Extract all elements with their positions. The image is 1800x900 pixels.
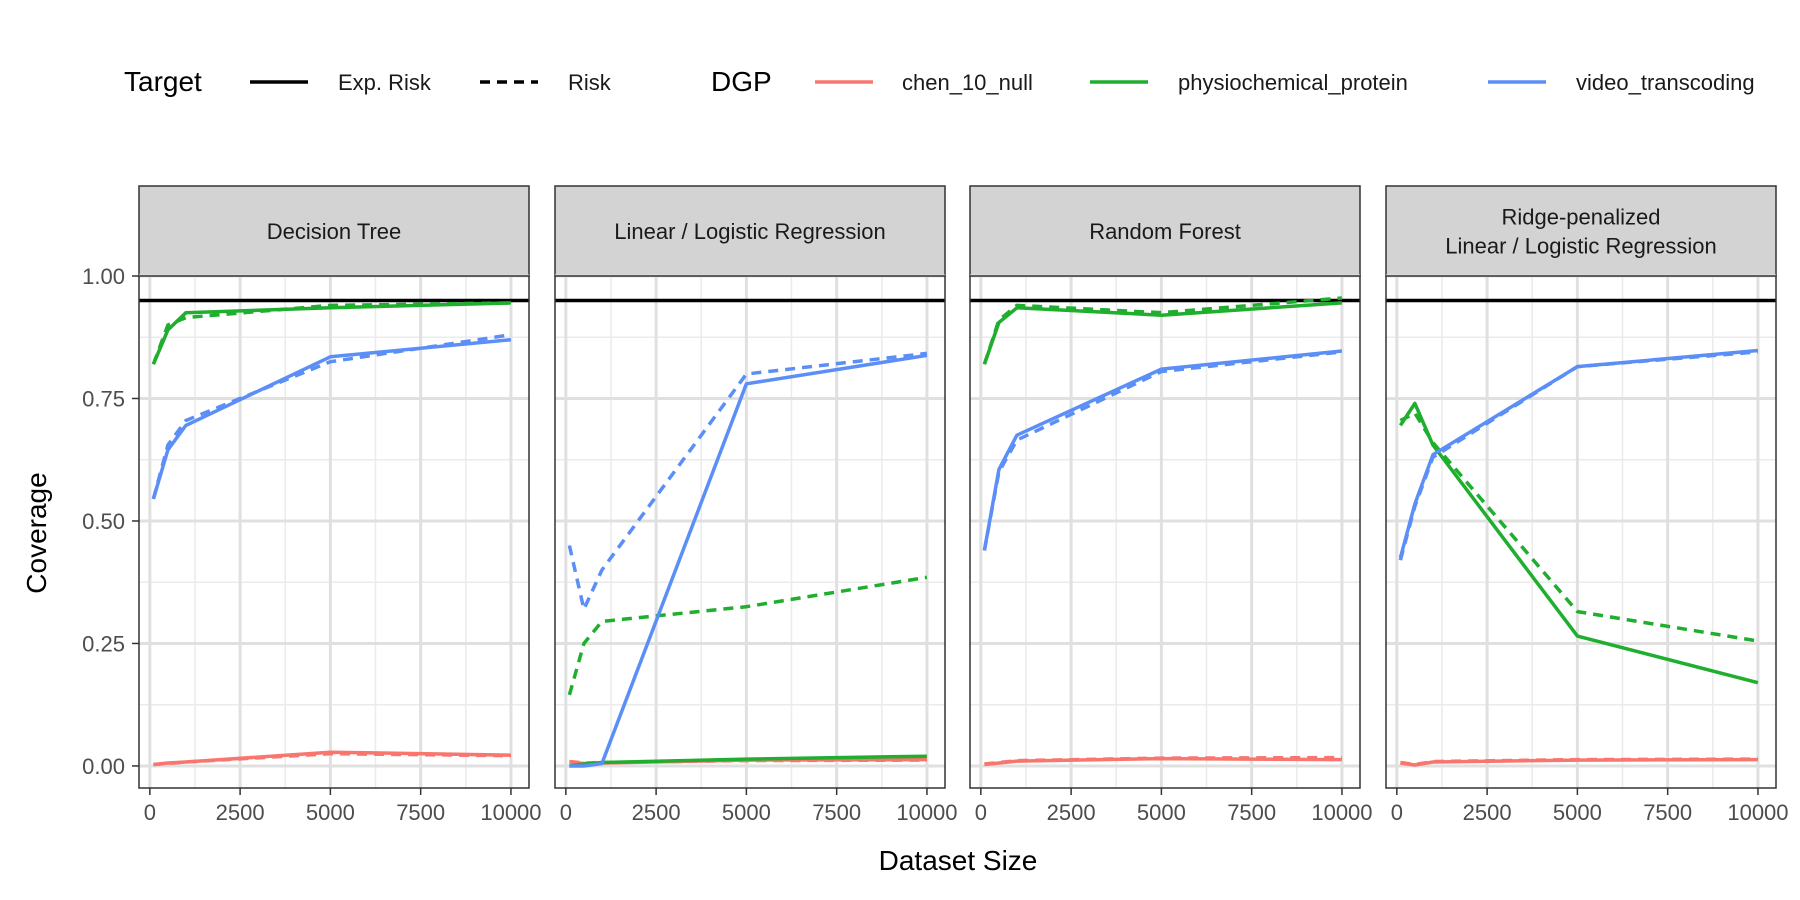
panel-title: Linear / Logistic Regression xyxy=(1445,234,1716,259)
y-tick-label: 0.50 xyxy=(82,509,125,534)
legend-label-chen-10-null: chen_10_null xyxy=(902,70,1033,95)
plot-area xyxy=(555,276,945,788)
y-tick-label: 0.75 xyxy=(82,386,125,411)
series-line-video-transcoding-risk xyxy=(567,351,928,611)
panels: Decision Tree 0 2500 5000 7500 10000 0.00 0.25 0… xyxy=(82,185,1789,825)
legend-title-target: Target xyxy=(124,66,202,97)
panel-title: Random Forest xyxy=(1089,219,1241,244)
panel-border xyxy=(554,275,946,789)
plot-area xyxy=(1386,276,1776,788)
legend-label-exp-risk: Exp. Risk xyxy=(338,70,432,95)
plot-area xyxy=(970,276,1360,788)
y-tick-label: 0.25 xyxy=(82,631,125,656)
y-tick-label: 0.00 xyxy=(82,754,125,779)
series-line-chen-10-null-risk xyxy=(984,755,1342,766)
x-tick-label: 2500 xyxy=(216,800,265,825)
x-tick-label: 2500 xyxy=(1463,800,1512,825)
x-tick-label: 5000 xyxy=(306,800,355,825)
panel-ridge-penalized-linear-logistic-regression: Ridge-penalized Linear / Logistic Regress… xyxy=(1385,185,1789,825)
panel-random-forest: Random Forest 0 2500 5000 7500 10000 xyxy=(969,185,1373,825)
y-axis-title: Coverage xyxy=(21,472,52,593)
x-tick-label: 0 xyxy=(560,800,572,825)
x-tick-label: 5000 xyxy=(1553,800,1602,825)
panel-border xyxy=(969,275,1361,789)
series-line-video-transcoding-risk xyxy=(1398,350,1759,561)
panel-strip xyxy=(554,185,946,277)
series-line-video-transcoding-exp-risk xyxy=(569,353,928,768)
y-tick-label: 1.00 xyxy=(82,264,125,289)
x-tick-label: 5000 xyxy=(722,800,771,825)
x-tick-label: 2500 xyxy=(632,800,681,825)
legend-label-risk: Risk xyxy=(568,70,612,95)
legend-title-dgp: DGP xyxy=(711,66,772,97)
x-tick-label: 0 xyxy=(975,800,987,825)
panel-title: Ridge-penalized xyxy=(1502,205,1661,230)
x-tick-label: 10000 xyxy=(1311,800,1372,825)
legend: Target Exp. Risk Risk DGP chen_10_null p… xyxy=(124,66,1755,97)
x-tick-label: 7500 xyxy=(1643,800,1692,825)
x-axis-title: Dataset Size xyxy=(879,845,1038,876)
panel-title: Decision Tree xyxy=(267,219,402,244)
panel-title: Linear / Logistic Regression xyxy=(614,219,885,244)
x-tick-label: 0 xyxy=(1391,800,1403,825)
x-tick-label: 10000 xyxy=(896,800,957,825)
x-tick-label: 10000 xyxy=(480,800,541,825)
x-tick-label: 7500 xyxy=(396,800,445,825)
series-line-chen-10-null-risk xyxy=(153,751,511,767)
series-line-physiochemical-protein-risk xyxy=(982,296,1343,365)
x-tick-label: 10000 xyxy=(1727,800,1788,825)
panel-border xyxy=(1385,275,1777,789)
legend-label-physiochemical-protein: physiochemical_protein xyxy=(1178,70,1408,95)
series-line-video-transcoding-risk xyxy=(982,350,1343,551)
panel-strip xyxy=(138,185,530,277)
x-tick-label: 7500 xyxy=(812,800,861,825)
series-line-chen-10-null-risk xyxy=(569,758,927,765)
series-line-video-transcoding-risk xyxy=(151,333,512,500)
panel-border xyxy=(138,275,530,789)
x-tick-label: 2500 xyxy=(1047,800,1096,825)
x-tick-label: 0 xyxy=(144,800,156,825)
series-line-physiochemical-protein-risk xyxy=(567,575,928,696)
x-tick-label: 5000 xyxy=(1137,800,1186,825)
legend-label-video-transcoding: video_transcoding xyxy=(1576,70,1755,95)
panel-strip xyxy=(1385,185,1777,277)
panel-decision-tree: Decision Tree 0 2500 5000 7500 10000 0.00 0.25 0… xyxy=(82,185,542,825)
series-line-physiochemical-protein-exp-risk xyxy=(982,301,1343,365)
x-tick-label: 7500 xyxy=(1227,800,1276,825)
panel-strip xyxy=(969,185,1361,277)
panel-linear-logistic-regression: Linear / Logistic Regression 0 2500 5000 750… xyxy=(554,185,958,825)
series-line-chen-10-null-risk xyxy=(1400,757,1758,767)
plot-area xyxy=(139,276,529,788)
